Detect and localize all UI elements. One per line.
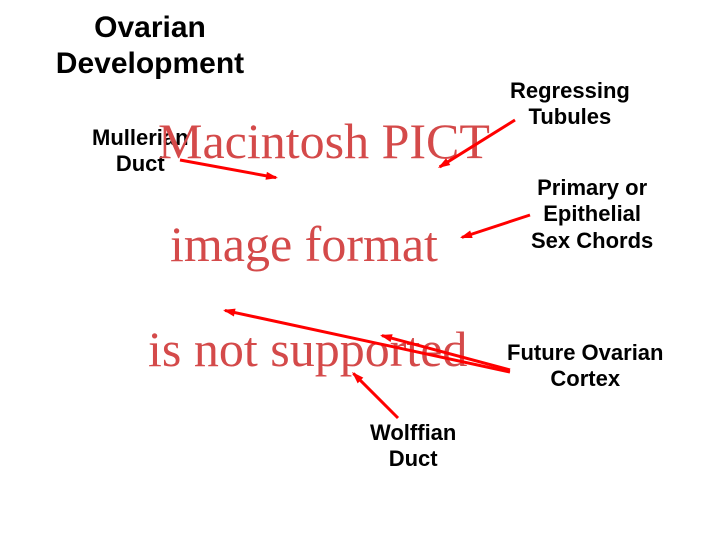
watermark-line-1: Macintosh PICT <box>158 112 490 170</box>
arrow-primary <box>462 215 530 237</box>
arrowhead-primary <box>460 230 473 238</box>
arrowhead-mullerian <box>265 172 278 180</box>
arrowhead-future-b <box>223 309 236 317</box>
arrow-wolffian <box>353 373 398 418</box>
label-wolffian-duct: Wolffian Duct <box>370 420 456 473</box>
page-title: Ovarian Development <box>20 10 280 82</box>
label-primary-sex-chords: Primary or Epithelial Sex Chords <box>531 175 653 254</box>
watermark-line-2: image format <box>170 215 438 273</box>
watermark-line-3: is not supported <box>148 320 467 378</box>
label-regressing-tubules: Regressing Tubules <box>510 78 630 131</box>
label-future-ovarian-cortex: Future Ovarian Cortex <box>507 340 663 393</box>
